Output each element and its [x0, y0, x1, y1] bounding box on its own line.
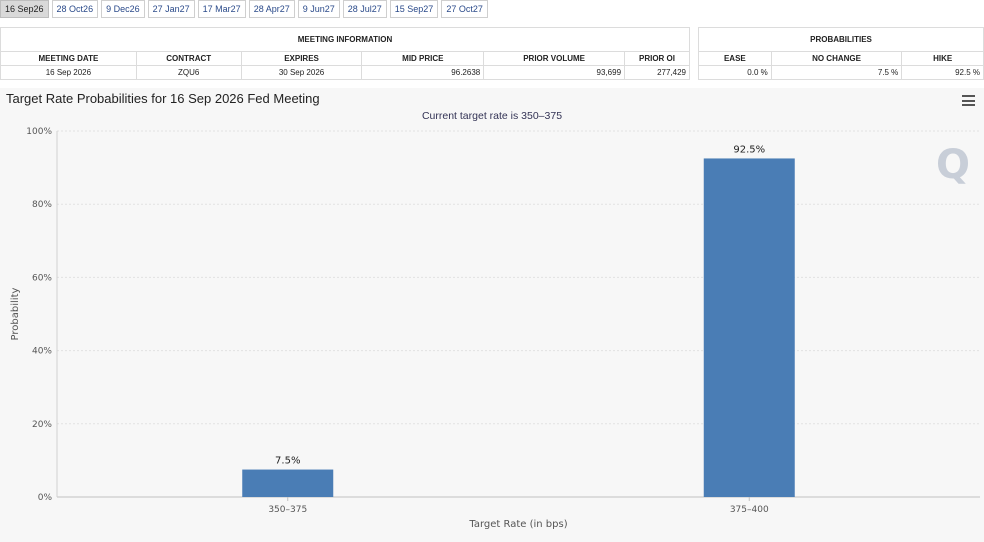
y-tick-label: 0% [38, 493, 53, 503]
chart-panel: 0% 20% 40% 60% 80% 100% 7.5% 350–375 92.5% 375–40… [0, 88, 984, 542]
table-cell: ZQU6 [135, 65, 242, 80]
bar-data-label: 92.5% [733, 144, 765, 155]
table-cell: 16 Sep 2026 [0, 65, 137, 80]
x-axis-title: Target Rate (in bps) [468, 519, 567, 530]
tab-meeting-date[interactable]: 9 Dec26 [101, 0, 145, 18]
tab-meeting-date[interactable]: 28 Apr27 [248, 0, 295, 18]
table-cell: 7.5 % [770, 65, 903, 80]
x-tick-label: 350–375 [268, 505, 307, 515]
probabilities-table: PROBABILITIES EASE NO CHANGE HIKE 0.0 % 7.5… [698, 27, 984, 80]
tab-meeting-date[interactable]: 16 Sep26 [0, 0, 49, 18]
meeting-information-header: MEETING INFORMATION [0, 27, 690, 52]
meeting-information-table: MEETING INFORMATION MEETING DATE CONTRACT… [0, 27, 690, 80]
table-cell: 92.5 % [901, 65, 984, 80]
column-header: PRIOR VOLUME [483, 51, 626, 66]
chart-title: Target Rate Probabilities for 16 Sep 202… [6, 91, 320, 106]
tab-meeting-date[interactable]: 17 Mar27 [197, 0, 246, 18]
y-axis-title: Probability [10, 287, 21, 340]
table-cell: 0.0 % [698, 65, 772, 80]
table-cell: 277,429 [624, 65, 690, 80]
tab-meeting-date[interactable]: 28 Oct26 [51, 0, 99, 18]
tab-meeting-date[interactable]: 15 Sep27 [389, 0, 439, 18]
column-header: NO CHANGE [770, 51, 903, 66]
x-tick-label: 375–400 [730, 505, 769, 515]
bar [242, 469, 334, 497]
column-header: HIKE [901, 51, 984, 66]
y-tick-label: 20% [32, 420, 52, 430]
column-header: EASE [698, 51, 772, 66]
column-header: CONTRACT [135, 51, 242, 66]
bar [703, 158, 795, 497]
chart-subtitle: Current target rate is 350–375 [421, 110, 563, 122]
bar-data-label: 7.5% [275, 456, 300, 467]
table-cell: 30 Sep 2026 [240, 65, 363, 80]
meeting-date-tabs: 16 Sep26 28 Oct26 9 Dec26 27 Jan27 17 Mar27 2… [0, 0, 488, 19]
hamburger-menu-icon[interactable] [962, 95, 975, 106]
probabilities-header: PROBABILITIES [698, 27, 984, 52]
column-header: MEETING DATE [0, 51, 137, 66]
column-header: MID PRICE [361, 51, 485, 66]
y-tick-label: 60% [32, 273, 52, 283]
tab-meeting-date[interactable]: 9 Jun27 [297, 0, 340, 18]
tab-meeting-date[interactable]: 27 Jan27 [147, 0, 195, 18]
bar-chart: 0% 20% 40% 60% 80% 100% 7.5% 350–375 92.5% 375–40… [10, 127, 980, 530]
table-cell: 96.2638 [361, 65, 485, 80]
column-header: PRIOR OI [624, 51, 690, 66]
tab-meeting-date[interactable]: 28 Jul27 [342, 0, 387, 18]
tab-meeting-date[interactable]: 27 Oct27 [441, 0, 488, 18]
watermark-logo: Q [935, 142, 970, 188]
y-tick-label: 100% [26, 127, 52, 137]
table-cell: 93,699 [483, 65, 626, 80]
column-header: EXPIRES [240, 51, 363, 66]
y-tick-label: 80% [32, 200, 52, 210]
y-tick-label: 40% [32, 347, 52, 357]
